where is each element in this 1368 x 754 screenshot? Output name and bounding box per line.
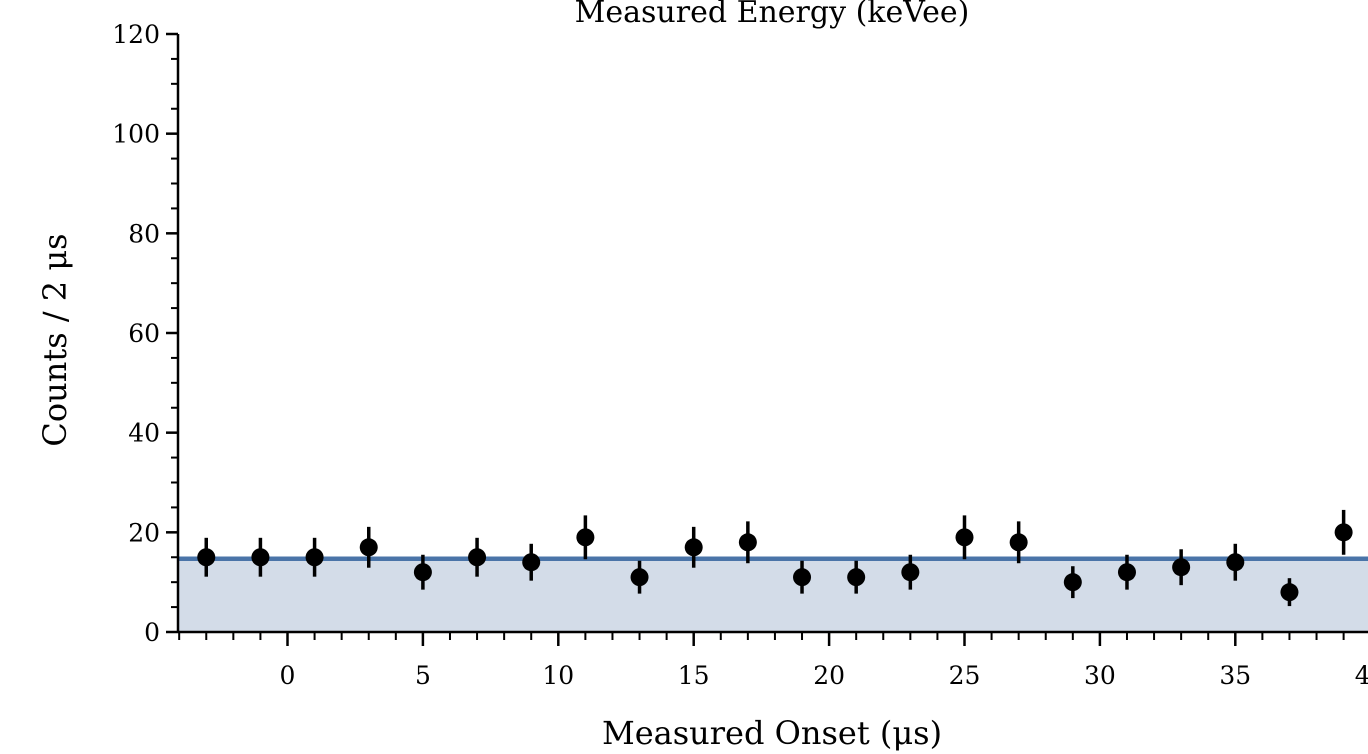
chart-title: Measured Energy (keVee)	[575, 0, 970, 30]
data-point	[305, 548, 324, 567]
y-tick-label: 20	[128, 518, 160, 547]
data-point	[1009, 533, 1028, 552]
x-tick-label: 20	[813, 661, 845, 690]
data-point	[1226, 553, 1245, 572]
y-tick-label: 40	[128, 419, 160, 448]
baseline-band-group	[178, 556, 1368, 632]
data-point	[1172, 558, 1191, 577]
data-point	[576, 528, 595, 547]
data-point	[1117, 563, 1136, 582]
y-axis-ticks: 0 20 40 60 80 100 120	[112, 20, 178, 647]
x-axis-ticks: 0 5 10 15 20 25 30 35 40	[178, 632, 1368, 690]
x-tick-label: 15	[678, 661, 710, 690]
data-point	[251, 548, 270, 567]
data-point	[1063, 573, 1082, 592]
data-point	[684, 538, 703, 557]
data-points	[197, 523, 1353, 602]
y-tick-label: 60	[128, 319, 160, 348]
y-tick-label: 100	[112, 120, 160, 149]
baseline-band	[178, 558, 1368, 632]
x-tick-label: 0	[280, 661, 296, 690]
data-point	[793, 568, 812, 587]
x-tick-label: 10	[542, 661, 574, 690]
data-point	[197, 548, 216, 567]
data-point	[359, 538, 378, 557]
data-point	[522, 553, 541, 572]
y-tick-label: 80	[128, 219, 160, 248]
data-point	[1280, 583, 1299, 602]
data-point	[901, 563, 920, 582]
data-point	[738, 533, 757, 552]
x-tick-label: 5	[415, 661, 431, 690]
data-point	[413, 563, 432, 582]
data-point	[468, 548, 487, 567]
data-point	[955, 528, 974, 547]
x-tick-label: 30	[1084, 661, 1116, 690]
y-tick-label: 0	[144, 618, 160, 647]
y-axis-label: Counts / 2 μs	[36, 233, 74, 446]
x-tick-label: 35	[1219, 661, 1251, 690]
axes: 0 20 40 60 80 100 120 0 5 10 15 20 25 30 35 40	[112, 20, 1368, 690]
data-point	[630, 568, 649, 587]
x-axis-label: Measured Onset (μs)	[602, 714, 942, 752]
y-tick-label: 120	[112, 20, 160, 49]
data-point	[847, 568, 866, 587]
x-tick-label: 25	[949, 661, 981, 690]
data-point	[1334, 523, 1353, 542]
x-tick-label: 40	[1355, 661, 1368, 690]
